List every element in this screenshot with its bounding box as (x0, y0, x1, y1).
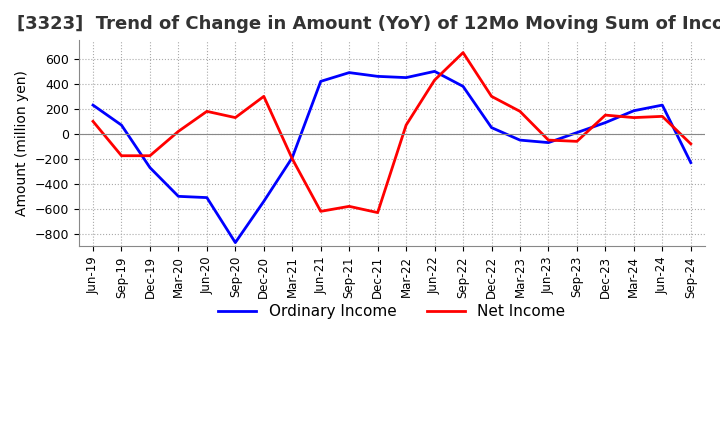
Ordinary Income (231, 240, 240, 245)
Ordinary Income (117, 122, 126, 128)
Ordinary Income (572, 130, 581, 135)
Ordinary Income (431, 69, 439, 74)
Net Income (686, 141, 695, 147)
Net Income (202, 109, 211, 114)
Ordinary Income (544, 140, 553, 145)
Net Income (259, 94, 268, 99)
Net Income (402, 122, 410, 128)
Ordinary Income (658, 103, 667, 108)
Ordinary Income (686, 160, 695, 165)
Ordinary Income (374, 74, 382, 79)
Ordinary Income (516, 137, 524, 143)
Ordinary Income (174, 194, 183, 199)
Net Income (174, 129, 183, 134)
Ordinary Income (259, 199, 268, 204)
Net Income (145, 153, 154, 158)
Ordinary Income (89, 103, 97, 108)
Net Income (572, 139, 581, 144)
Net Income (288, 156, 297, 161)
Net Income (117, 153, 126, 158)
Legend: Ordinary Income, Net Income: Ordinary Income, Net Income (212, 298, 572, 325)
Net Income (89, 119, 97, 124)
Ordinary Income (316, 79, 325, 84)
Ordinary Income (601, 120, 610, 125)
Ordinary Income (487, 125, 496, 130)
Net Income (431, 77, 439, 83)
Ordinary Income (345, 70, 354, 75)
Line: Ordinary Income: Ordinary Income (93, 71, 690, 242)
Net Income (516, 109, 524, 114)
Net Income (374, 210, 382, 215)
Ordinary Income (202, 195, 211, 200)
Line: Net Income: Net Income (93, 53, 690, 213)
Ordinary Income (629, 108, 638, 114)
Net Income (601, 113, 610, 118)
Net Income (345, 204, 354, 209)
Ordinary Income (459, 84, 467, 89)
Ordinary Income (288, 155, 297, 160)
Net Income (544, 137, 553, 143)
Y-axis label: Amount (million yen): Amount (million yen) (15, 70, 29, 216)
Net Income (459, 50, 467, 55)
Net Income (231, 115, 240, 120)
Net Income (487, 94, 496, 99)
Net Income (629, 115, 638, 120)
Net Income (316, 209, 325, 214)
Ordinary Income (402, 75, 410, 80)
Net Income (658, 114, 667, 119)
Ordinary Income (145, 165, 154, 170)
Title: [3323]  Trend of Change in Amount (YoY) of 12Mo Moving Sum of Incomes: [3323] Trend of Change in Amount (YoY) o… (17, 15, 720, 33)
